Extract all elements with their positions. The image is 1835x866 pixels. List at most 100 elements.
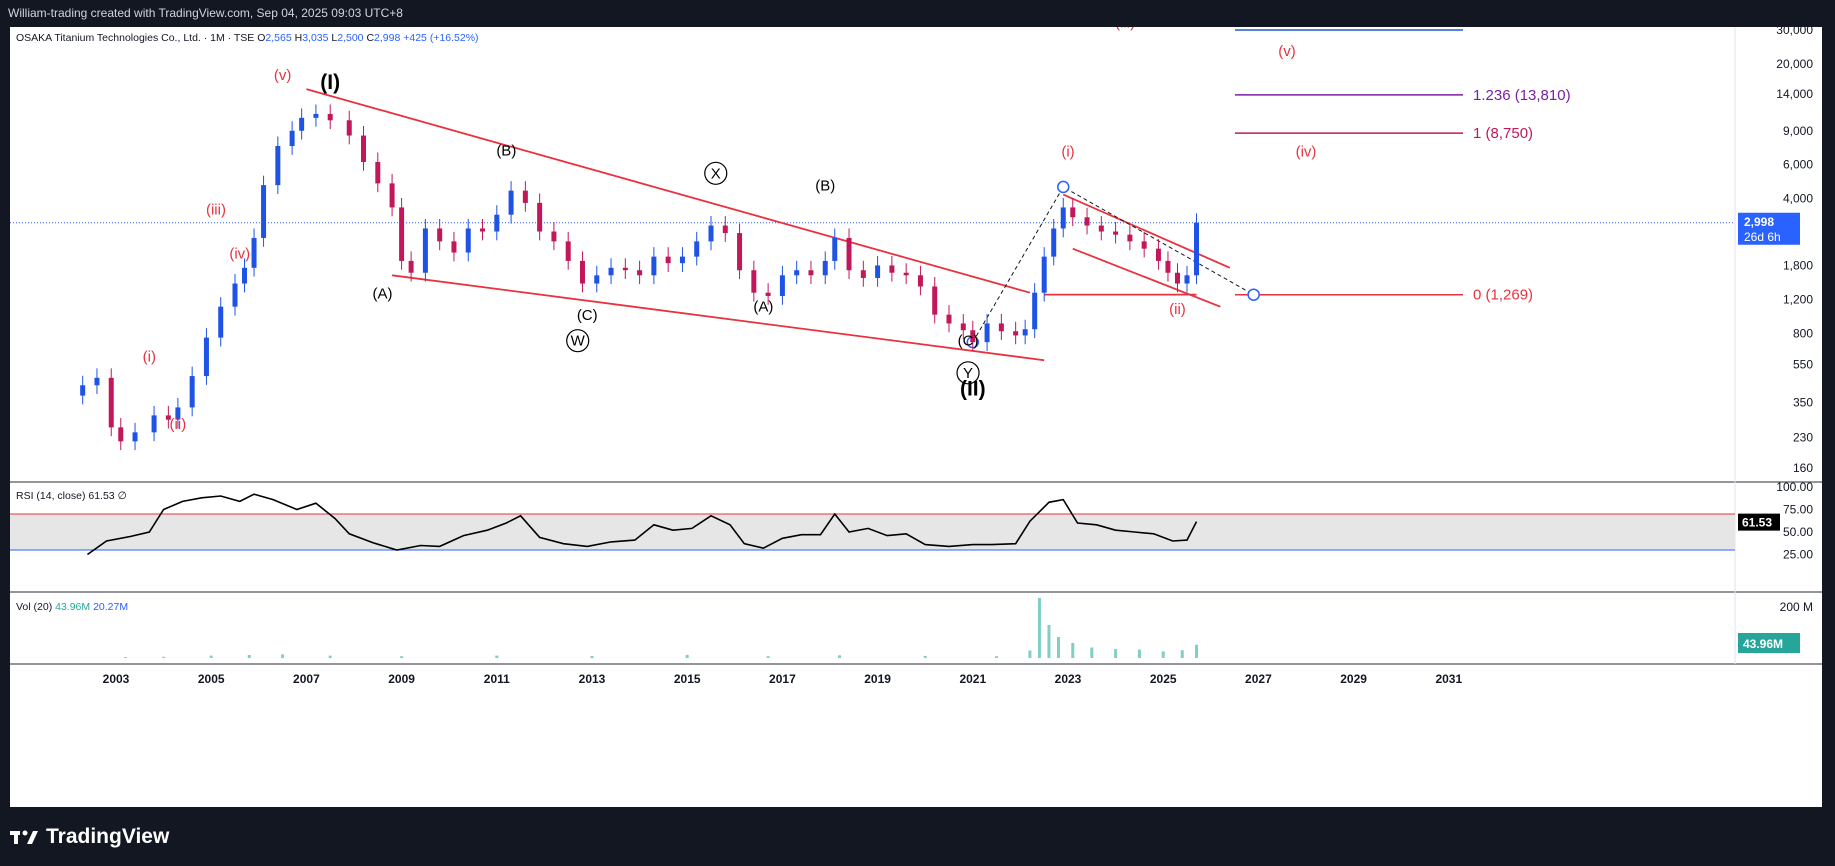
rsi-tick-label: 75.00 [1783,503,1813,517]
wave-label: (A) [373,286,393,303]
time-tick-label: 2007 [293,672,320,686]
rsi-line [86,493,1198,556]
price-tick-label: 550 [1793,358,1813,372]
price-tick-label: 9,000 [1783,124,1813,138]
volume-bar [1137,649,1141,658]
price-candle [261,185,267,238]
price-candle [1165,260,1171,273]
price-candle [389,183,395,208]
price-candle [594,275,600,284]
price-candle [465,228,471,253]
wave-label-circle [956,361,980,385]
price-candle [932,286,938,315]
wave-label: (iv) [229,245,250,262]
time-tick-label: 2015 [674,672,701,686]
countdown-label: 26d 6h [1744,230,1781,244]
volume-bar [995,656,999,658]
price-candle [765,292,771,296]
price-candle [165,415,171,420]
price-candle [1174,272,1180,284]
rsi-tick-label: 25.00 [1783,548,1813,562]
fib-level-label: 1.236 (13,810) [1473,87,1571,104]
chart-canvas[interactable]: OSAKA Titanium Technologies Co., Ltd. · … [10,27,1822,807]
chart-frame[interactable]: OSAKA Titanium Technologies Co., Ltd. · … [10,27,1822,807]
price-candle [1060,207,1066,229]
rsi-label: RSI (14, close) 61.53 ∅ [16,490,127,502]
price-candle [637,270,643,276]
price-candle [622,267,628,271]
price-candle [832,237,838,261]
price-candle [551,231,557,242]
anchor-point [1056,180,1070,194]
wave-label: (C) [577,307,598,324]
symbol-info: OSAKA Titanium Technologies Co., Ltd. · … [16,32,479,44]
brand-name: TradingView [46,825,170,848]
wave-label: (i) [143,349,156,366]
last-price-label: 2,998 [1744,215,1774,229]
price-candle [289,130,295,147]
price-candle [579,260,585,284]
volume-bar [1047,625,1051,658]
volume-bar [162,656,166,658]
price-candle [361,135,367,162]
price-candle [903,272,909,276]
volume-bar [685,655,689,658]
trend-channel-line [1062,193,1231,269]
price-candle [189,376,195,408]
fib-level-label: 1 (8,750) [1473,125,1533,142]
price-candle [651,256,657,276]
price-candle [822,260,828,276]
price-candle [522,190,528,203]
price-candle [175,407,181,420]
price-candle [794,270,800,276]
price-candle [251,237,257,268]
volume-bar [1037,598,1041,658]
price-candle [480,228,486,232]
price-candle [1184,275,1190,284]
trend-channel-line [1072,247,1221,308]
anchor-point [1247,288,1260,301]
price-tick-label: 4,000 [1783,192,1813,206]
price-candle [694,241,700,257]
time-tick-label: 2005 [198,672,225,686]
wave-label: (II) [960,378,986,401]
time-tick-label: 2023 [1055,672,1082,686]
wave-label: (iii) [1115,27,1135,31]
wave-label: (A) [753,298,773,315]
wave-label: (i) [1061,144,1074,161]
time-tick-label: 2013 [579,672,606,686]
tradingview-logo-icon [10,830,38,844]
price-candle [722,225,728,234]
volume-bar [1056,637,1060,658]
volume-bar [1161,651,1165,658]
price-candle [299,117,305,131]
price-candle [679,256,685,264]
wave-label: (C) [958,333,979,350]
wave-label: (v) [274,67,292,84]
price-candle [665,256,671,264]
price-candle [1032,292,1038,330]
time-tick-label: 2003 [103,672,130,686]
price-tick-label: 1,200 [1783,292,1813,306]
price-candle [399,207,405,261]
volume-value-badge [1738,633,1800,653]
price-candle [1041,256,1047,293]
volume-bar [495,655,499,658]
price-candle [118,427,124,442]
wave-label: (v) [1278,43,1296,60]
rsi-tick-label: 100.00 [1776,480,1813,494]
price-candle [779,275,785,296]
wave-label: (B) [815,178,835,195]
price-candle [708,225,714,242]
price-candle [1127,234,1133,242]
projection-dashed-line [972,186,1254,343]
wave-label-circle [566,329,590,353]
price-tick-label: 230 [1793,431,1813,445]
price-candle [1141,241,1147,249]
price-candle [132,432,138,442]
price-candle [94,377,100,386]
price-candle [232,283,238,307]
volume-bar [1114,649,1118,658]
price-candle [1070,207,1076,218]
price-candle [422,228,428,273]
